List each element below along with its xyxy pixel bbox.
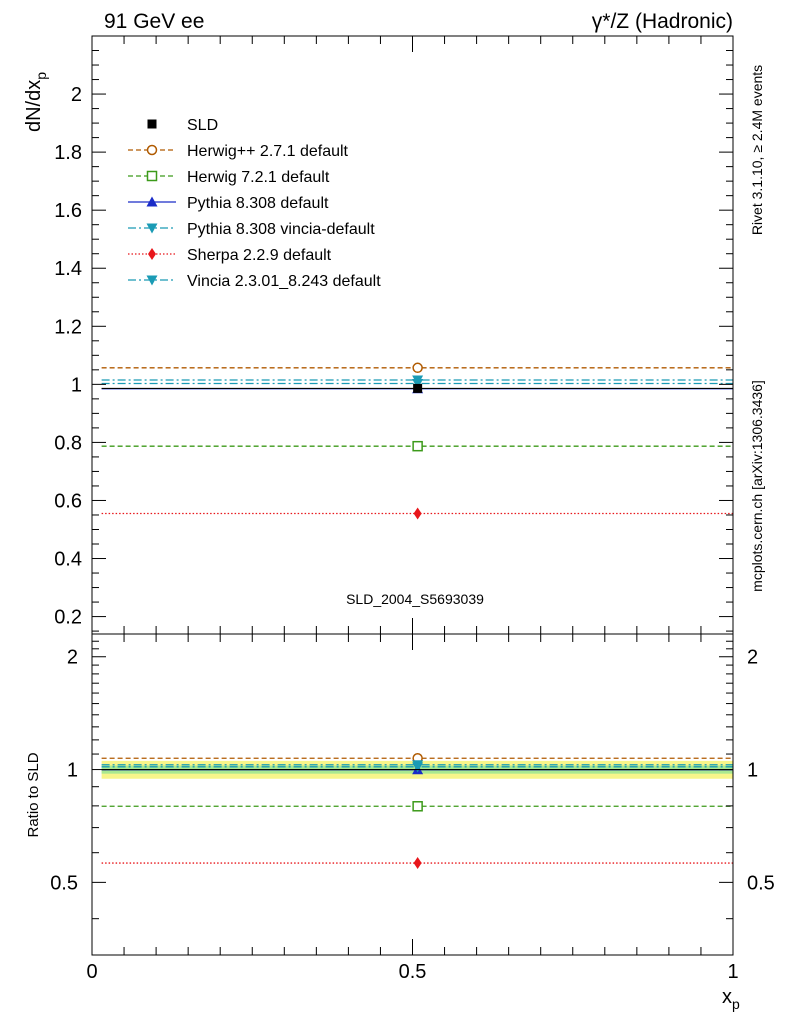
ratio-point-herwig-7-2-1-default bbox=[412, 801, 423, 812]
legend-label-pythia-8-308-vincia-default: Pythia 8.308 vincia-default bbox=[187, 221, 375, 238]
y-tick-label: 1.2 bbox=[54, 316, 82, 338]
y-axis-title-base: dN/dx bbox=[23, 80, 45, 132]
axes-layer: 0.2 0.4 0.6 0.8 1 1.2 1.4 1.6 1.8 2 0.5 0.5 1 1 2 2 0 0.5… bbox=[50, 35, 775, 983]
legend-marker-pythia-8-308-vincia-default bbox=[146, 223, 158, 234]
y-tick-label: 2 bbox=[71, 84, 82, 106]
legend-label-sherpa-2-2-9-default: Sherpa 2.2.9 default bbox=[187, 247, 332, 264]
ratio-tick-label-right: 1 bbox=[747, 760, 758, 782]
y-tick-label: 1.8 bbox=[54, 142, 82, 164]
x-axis-title-base: x bbox=[722, 986, 732, 1008]
series-point-vincia-2-3-01-8-243-default bbox=[412, 375, 424, 386]
x-tick-label: 0 bbox=[86, 961, 97, 983]
ratio-series-layer bbox=[101, 752, 733, 870]
ratio-tick-label-left: 1 bbox=[67, 760, 78, 782]
legend-marker-herwig-2-7-1-default bbox=[146, 144, 158, 156]
legend-label-pythia-8-308-default: Pythia 8.308 default bbox=[187, 195, 329, 212]
legend-marker-pythia-8-308-default bbox=[146, 196, 158, 207]
legend-marker-herwig-7-2-1-default bbox=[146, 170, 158, 182]
analysis-label: SLD_2004_S5693039 bbox=[346, 591, 484, 607]
ratio-plot-frame bbox=[91, 633, 734, 956]
process-label: γ*/Z (Hadronic) bbox=[592, 10, 733, 33]
x-axis-title-sub: p bbox=[732, 996, 740, 1012]
series-point-sherpa-2-2-9-default bbox=[413, 507, 422, 520]
series-point-herwig-7-2-1-default bbox=[412, 440, 423, 452]
legend-label-sld: SLD bbox=[187, 117, 218, 134]
data-point-sld bbox=[413, 383, 423, 393]
y-tick-label: 1.4 bbox=[54, 258, 82, 280]
ratio-tick-label-left: 2 bbox=[67, 647, 78, 669]
rivet-label: Rivet 3.1.10, ≥ 2.4M events bbox=[749, 65, 765, 235]
ratio-axis-title: Ratio to SLD bbox=[25, 752, 42, 837]
ratio-tick-label-right: 0.5 bbox=[747, 872, 775, 894]
y-tick-label: 0.4 bbox=[54, 549, 82, 571]
legend-label-herwig-2-7-1-default: Herwig++ 2.7.1 default bbox=[187, 143, 349, 160]
y-tick-label: 0.2 bbox=[54, 607, 82, 629]
legend: SLD Herwig++ 2.7.1 default Herwig 7.2.1 de… bbox=[128, 117, 381, 290]
y-tick-label: 1 bbox=[71, 374, 82, 396]
y-axis-title: dN/dxp bbox=[23, 72, 49, 132]
x-axis-title: xp bbox=[722, 986, 740, 1012]
mcplots-label: mcplots.cern.ch [arXiv:1306.3436] bbox=[749, 380, 765, 592]
legend-marker-sherpa-2-2-9-default bbox=[148, 248, 156, 260]
x-tick-label: 1 bbox=[727, 961, 738, 983]
ratio-point-sherpa-2-2-9-default bbox=[413, 857, 422, 870]
legend-marker-sld bbox=[147, 119, 157, 129]
legend-label-vincia-2-3-01-8-243-default: Vincia 2.3.01_8.243 default bbox=[187, 273, 381, 290]
x-tick-label: 0.5 bbox=[399, 961, 427, 983]
energy-label: 91 GeV ee bbox=[104, 10, 204, 33]
series-point-herwig-2-7-1-default bbox=[412, 362, 423, 374]
ratio-tick-label-left: 0.5 bbox=[50, 872, 78, 894]
y-axis-title-sub: p bbox=[33, 72, 49, 80]
y-tick-label: 0.8 bbox=[54, 432, 82, 454]
main-series-layer bbox=[101, 362, 733, 520]
ratio-tick-label-right: 2 bbox=[747, 647, 758, 669]
legend-marker-vincia-2-3-01-8-243-default bbox=[146, 275, 158, 286]
legend-label-herwig-7-2-1-default: Herwig 7.2.1 default bbox=[187, 169, 330, 186]
y-tick-label: 1.6 bbox=[54, 200, 82, 222]
y-tick-label: 0.6 bbox=[54, 490, 82, 512]
ratio-point-vincia-2-3-01-8-243-default bbox=[412, 760, 424, 771]
